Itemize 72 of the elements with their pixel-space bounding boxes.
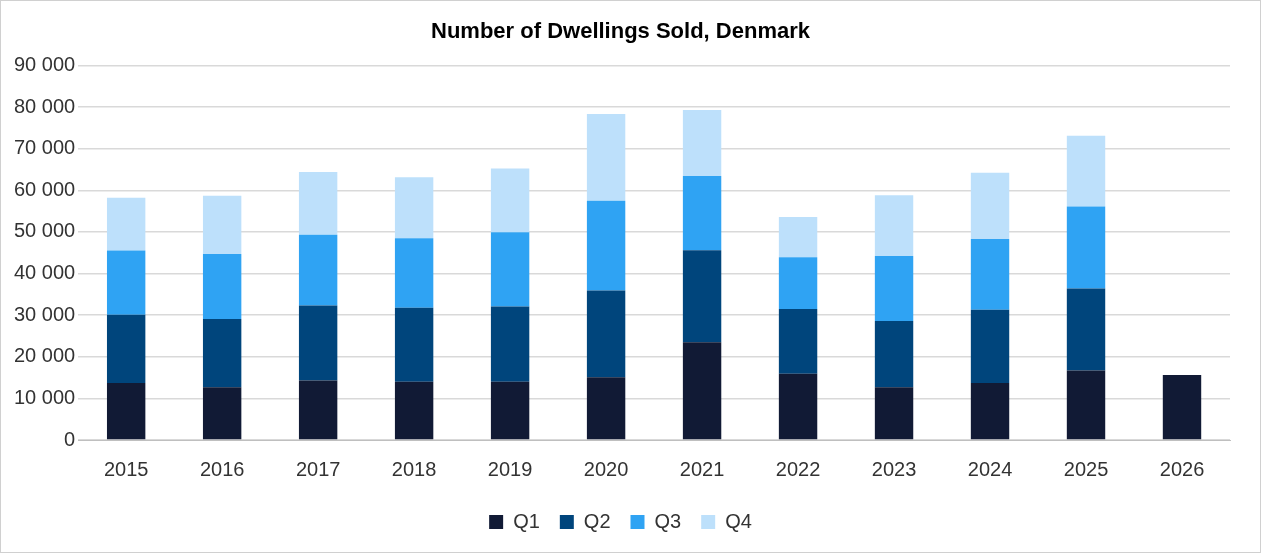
x-tick-label: 2017	[295, 457, 341, 480]
x-tick-label: 2025	[1063, 457, 1109, 480]
bar	[778, 308, 818, 374]
y-tick-label: 10 000	[14, 385, 76, 408]
bar	[970, 309, 1010, 383]
bar	[202, 253, 242, 319]
bar	[778, 257, 818, 309]
bar	[682, 176, 722, 251]
bar	[586, 377, 626, 440]
bar	[298, 305, 338, 381]
y-tick-label: 80 000	[14, 94, 76, 117]
bar	[106, 314, 146, 383]
y-tick-label: 90 000	[14, 52, 76, 75]
bar	[586, 290, 626, 378]
bar	[1066, 288, 1106, 371]
legend-label: Q2	[583, 509, 611, 532]
bar	[682, 342, 722, 440]
bar	[490, 381, 530, 440]
x-tick-label: 2018	[391, 457, 437, 480]
x-tick-label: 2020	[583, 457, 629, 480]
bar	[106, 197, 146, 251]
y-tick-label: 20 000	[14, 344, 76, 367]
y-tick-label: 60 000	[14, 177, 76, 200]
y-tick-label: 30 000	[14, 302, 76, 325]
bar	[874, 387, 914, 440]
bar	[1066, 370, 1106, 440]
bar	[298, 234, 338, 306]
bar	[202, 387, 242, 440]
bar	[490, 232, 530, 307]
y-tick-label: 50 000	[14, 219, 76, 242]
x-tick-label: 2022	[775, 457, 821, 480]
bar	[490, 306, 530, 382]
x-tick-label: 2024	[967, 457, 1013, 480]
x-tick-label: 2016	[199, 457, 245, 480]
bar	[874, 195, 914, 257]
bar	[490, 168, 530, 233]
y-tick-label: 70 000	[14, 136, 76, 159]
bar	[394, 238, 434, 308]
bar	[586, 200, 626, 291]
bar	[1066, 135, 1106, 207]
bar	[298, 380, 338, 440]
bar	[202, 318, 242, 388]
bar	[874, 256, 914, 321]
bar	[394, 307, 434, 382]
bar	[970, 382, 1010, 440]
bar	[970, 172, 1010, 239]
bar	[874, 320, 914, 388]
chart-title: Number of Dwellings Sold, Denmark	[431, 18, 811, 44]
bar	[106, 382, 146, 440]
bar	[1066, 206, 1106, 289]
bar	[1162, 375, 1202, 440]
legend-label: Q1	[513, 509, 540, 532]
bar	[106, 250, 146, 315]
bar	[202, 195, 242, 254]
y-tick-label: 0	[64, 427, 76, 450]
bar	[778, 373, 818, 440]
y-tick-label: 40 000	[14, 261, 76, 284]
bar	[586, 114, 626, 201]
bar	[394, 381, 434, 440]
x-tick-label: 2026	[1159, 457, 1205, 480]
bar	[970, 238, 1010, 310]
bar	[298, 171, 338, 235]
x-tick-label: 2019	[487, 457, 533, 480]
x-tick-label: 2021	[679, 457, 725, 480]
x-tick-label: 2023	[871, 457, 917, 480]
bar	[682, 250, 722, 343]
x-tick-label: 2015	[103, 457, 149, 480]
bar	[394, 177, 434, 239]
bar	[778, 216, 818, 258]
legend-label: Q4	[725, 509, 752, 532]
legend-label: Q3	[654, 509, 682, 532]
bar	[682, 109, 722, 177]
